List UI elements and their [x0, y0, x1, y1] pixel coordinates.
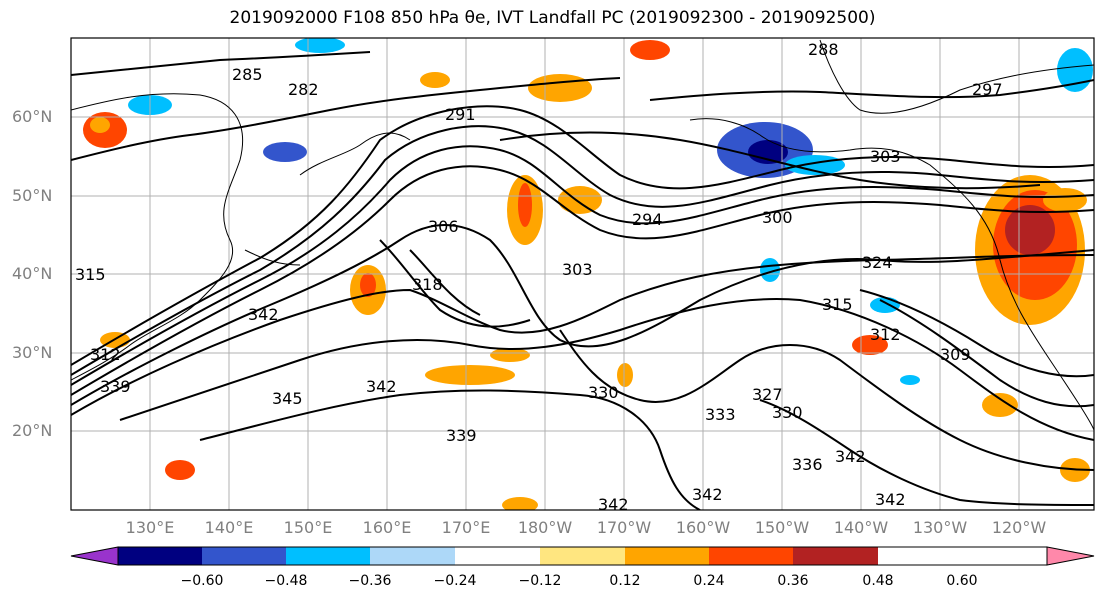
contour-label: 342 — [835, 447, 866, 466]
contour-label: 303 — [562, 260, 593, 279]
map-frame — [70, 37, 1095, 511]
contour-label: 291 — [445, 105, 476, 124]
contour-label: 345 — [272, 389, 303, 408]
lon-label: 150°E — [283, 518, 333, 537]
lon-label: 160°W — [675, 518, 731, 537]
lat-label: 50°N — [12, 186, 53, 205]
colorbar-tick: 0.24 — [693, 573, 725, 589]
colorbar-tick: 0.36 — [777, 573, 809, 589]
lat-label: 40°N — [12, 264, 53, 283]
colorbar-tick: 0.12 — [609, 573, 641, 589]
contour-label: 303 — [870, 147, 901, 166]
colorbar-tick: 0.48 — [862, 573, 894, 589]
lon-label: 150°W — [754, 518, 810, 537]
contour-label: 324 — [862, 253, 893, 272]
contour-label: 327 — [752, 385, 783, 404]
colorbar-tick: −0.48 — [264, 573, 308, 589]
contour-label: 300 — [762, 208, 793, 227]
map-title: 2019092000 F108 850 hPa θe, IVT Landfall… — [229, 8, 876, 28]
contour-label: 318 — [412, 275, 443, 294]
contour-label: 288 — [808, 40, 839, 59]
lat-label: 60°N — [12, 107, 53, 126]
colorbar-tick: −0.36 — [348, 573, 392, 589]
lon-label: 160°E — [362, 518, 412, 537]
lon-label: 140°E — [204, 518, 254, 537]
lon-label: 130°W — [912, 518, 968, 537]
contour-label: 315 — [75, 265, 106, 284]
coastlines — [71, 39, 1094, 431]
theta-e-contours — [71, 51, 1094, 510]
contour-label: 306 — [428, 217, 459, 236]
lon-label: 140°W — [833, 518, 889, 537]
contour-labels: 285 282 291 288 297 303 306 294 300 303 … — [75, 40, 1003, 514]
contour-label: 285 — [232, 65, 263, 84]
colorbar-tick: −0.12 — [518, 573, 562, 589]
colorbar-tick: −0.24 — [433, 573, 477, 589]
contour-label: 294 — [632, 210, 663, 229]
colorbar-tick: −0.60 — [180, 573, 224, 589]
contour-label: 282 — [288, 80, 319, 99]
contour-label: 342 — [875, 490, 906, 509]
contour-label: 330 — [588, 383, 619, 402]
contour-label: 312 — [90, 345, 121, 364]
lat-label: 30°N — [12, 343, 53, 362]
lon-label: 180°W — [517, 518, 573, 537]
contour-label: 297 — [972, 80, 1003, 99]
contour-label: 342 — [598, 495, 629, 514]
contour-label: 312 — [870, 325, 901, 344]
contour-label: 336 — [792, 455, 823, 474]
contour-label: 342 — [692, 485, 723, 504]
graticule — [71, 38, 1094, 510]
contour-label: 339 — [446, 426, 477, 445]
contour-label: 309 — [940, 345, 971, 364]
contour-label: 342 — [366, 377, 397, 396]
contour-label: 342 — [248, 305, 279, 324]
contour-label: 315 — [822, 295, 853, 314]
lon-label: 170°W — [596, 518, 652, 537]
colorbar — [70, 546, 1095, 566]
contour-label: 330 — [772, 403, 803, 422]
lon-label: 170°E — [441, 518, 491, 537]
contour-label: 333 — [705, 405, 736, 424]
colorbar-tick: 0.60 — [946, 573, 978, 589]
lat-label: 20°N — [12, 421, 53, 440]
contour-label: 339 — [100, 377, 131, 396]
lon-label: 120°W — [991, 518, 1047, 537]
lon-label: 130°E — [125, 518, 175, 537]
